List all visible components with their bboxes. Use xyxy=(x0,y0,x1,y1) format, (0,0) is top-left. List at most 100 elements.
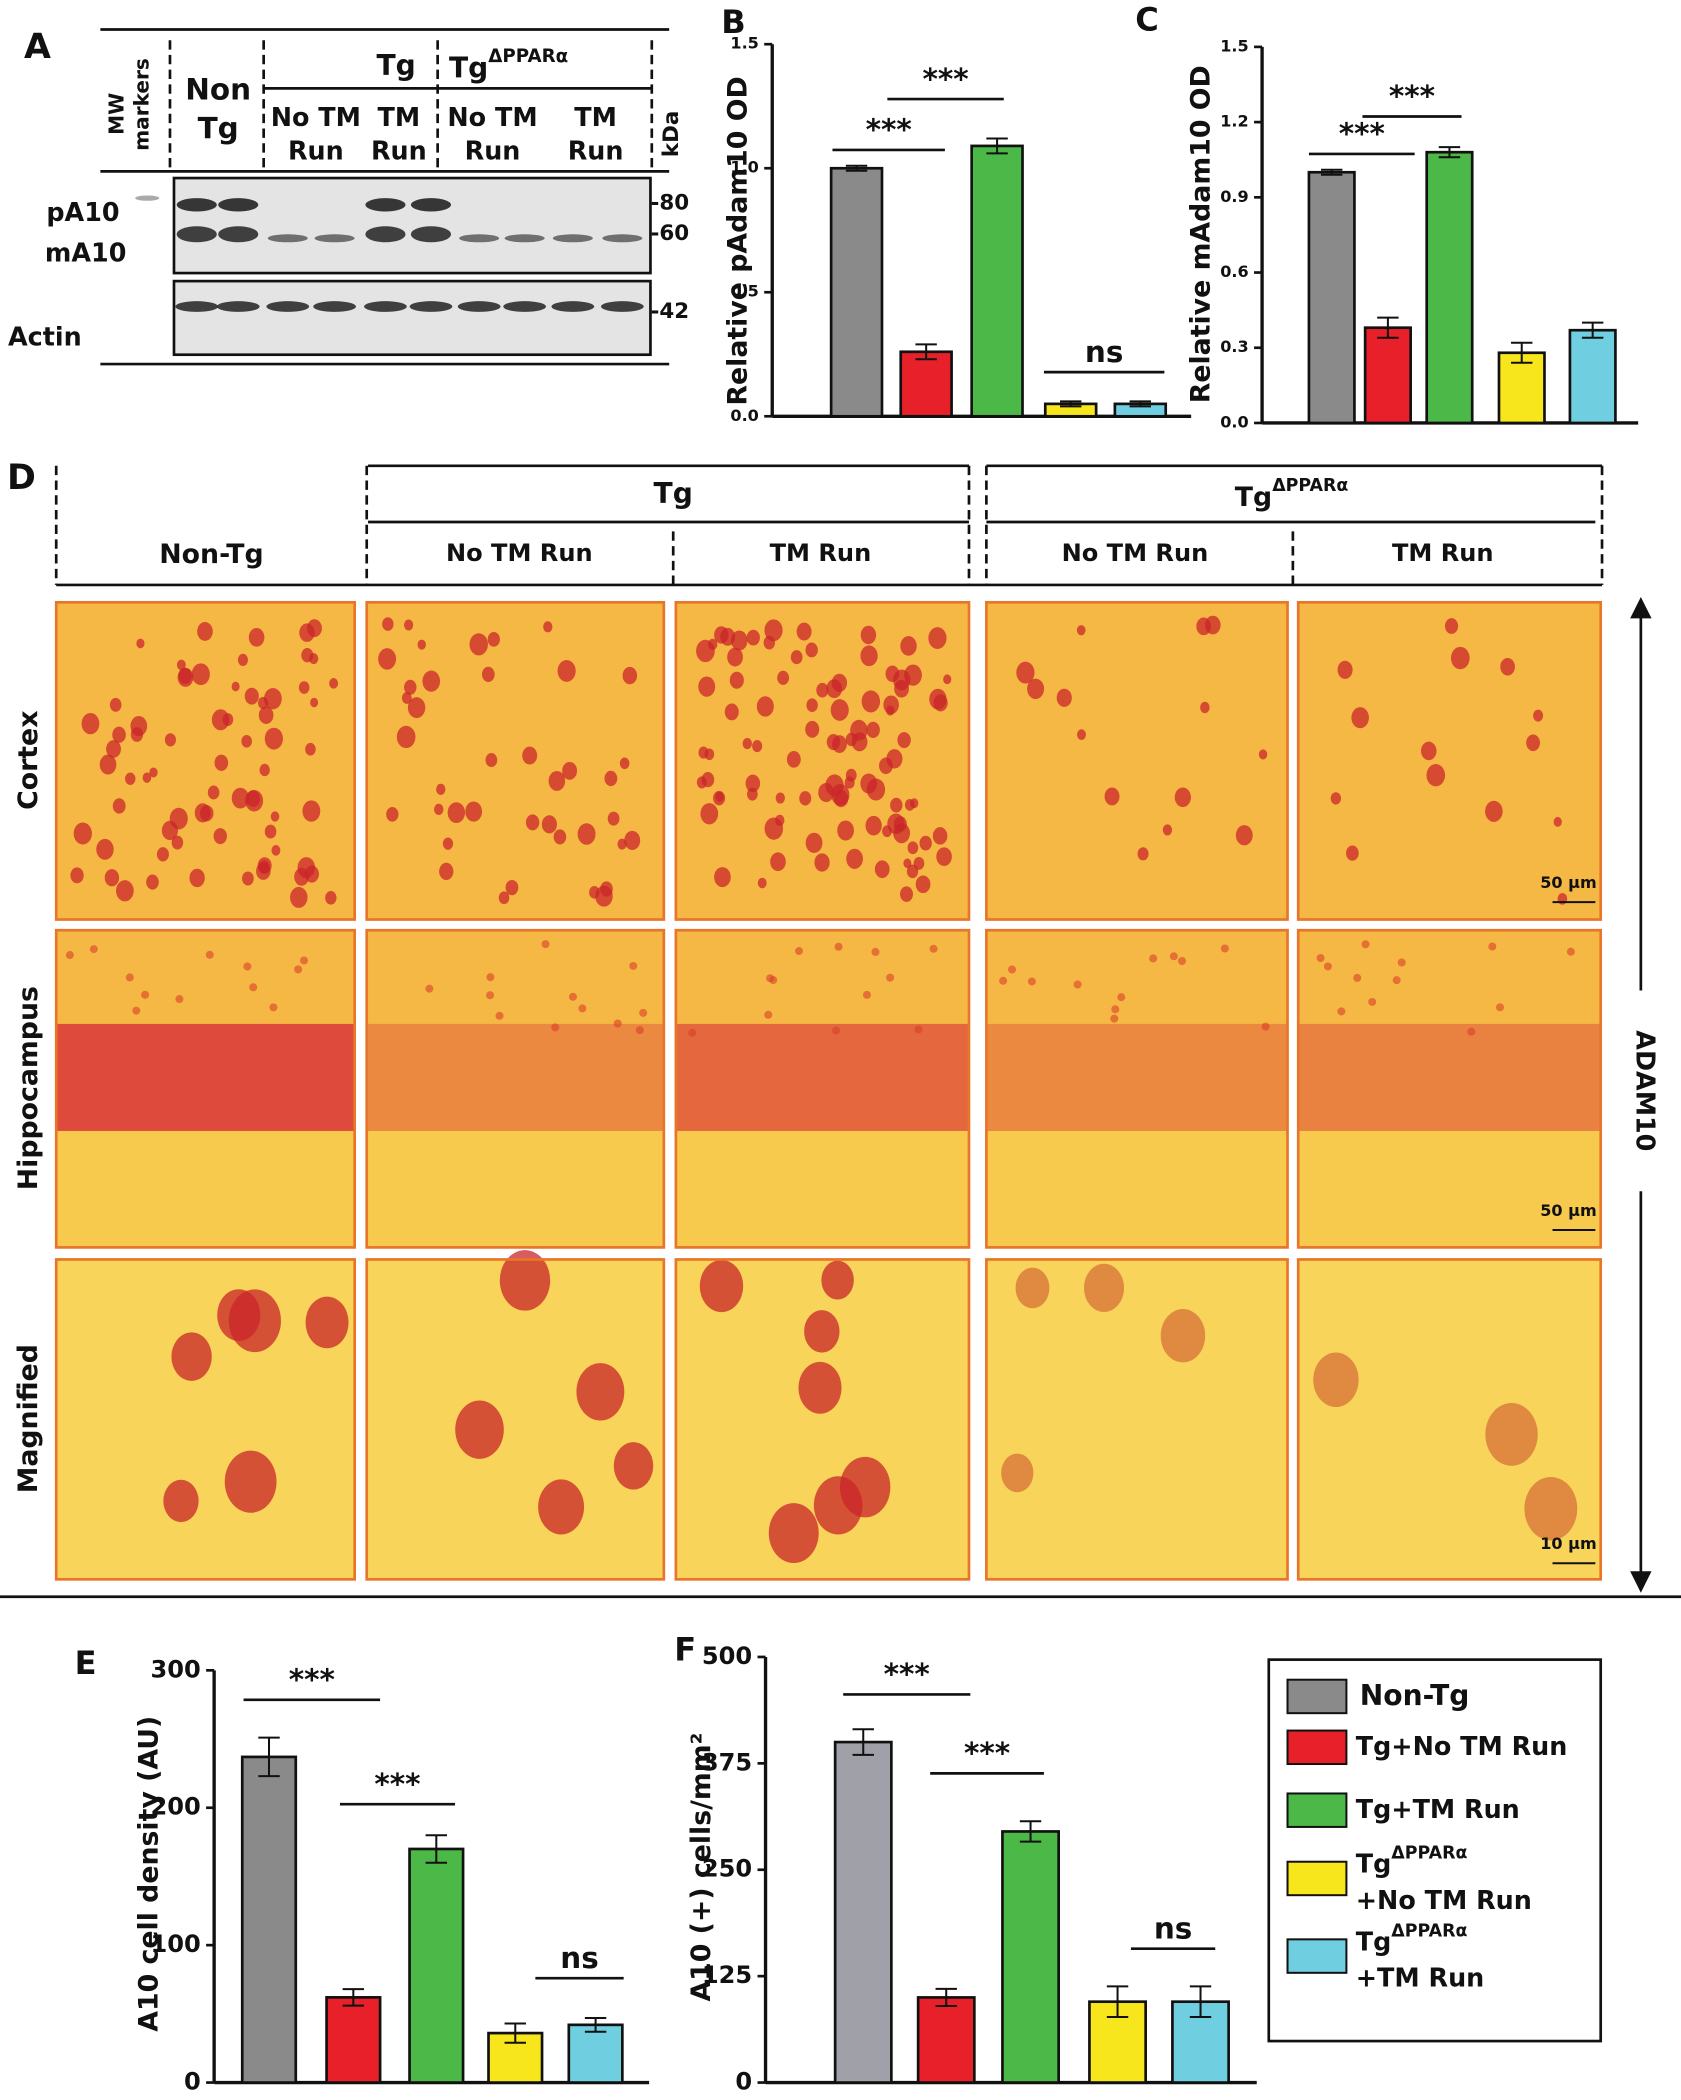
error-bar xyxy=(1129,400,1152,408)
cell xyxy=(271,845,281,856)
bar xyxy=(567,2023,624,2084)
cell xyxy=(769,976,778,985)
legend-swatch xyxy=(1286,1860,1348,1897)
cell xyxy=(541,940,550,949)
cell xyxy=(928,627,947,649)
cell xyxy=(1027,977,1036,986)
cell xyxy=(73,822,92,845)
band xyxy=(267,234,308,243)
cell xyxy=(96,838,114,860)
cell xyxy=(434,803,444,816)
micrograph-bg xyxy=(56,1259,355,1580)
y-tick-label: 375 xyxy=(702,1748,752,1776)
cell xyxy=(269,1003,278,1012)
micrograph xyxy=(54,928,357,1249)
micrograph-bg xyxy=(1298,602,1601,920)
column-label: TM Run xyxy=(1392,539,1494,567)
micrograph-border xyxy=(1296,928,1603,1249)
cell xyxy=(932,827,948,845)
marker-label: -80 xyxy=(650,190,689,215)
cell xyxy=(764,817,784,840)
cell xyxy=(568,992,577,1001)
micrograph-border xyxy=(674,600,971,921)
cell xyxy=(257,696,269,710)
row-label: Cortex xyxy=(13,711,44,810)
micrograph xyxy=(365,1250,666,1581)
cell xyxy=(865,815,882,836)
cell xyxy=(883,695,899,715)
axis-title: Relative mAdam10 OD xyxy=(1185,65,1216,403)
micrograph-border xyxy=(54,1258,357,1581)
cell xyxy=(505,879,519,896)
cell xyxy=(125,973,134,982)
marker-label: -60 xyxy=(650,221,689,246)
marker-label: -42 xyxy=(650,299,689,324)
cell xyxy=(175,995,184,1004)
significance-label: *** xyxy=(1339,117,1385,151)
cell xyxy=(943,674,952,685)
band xyxy=(365,198,406,212)
cell xyxy=(861,690,881,713)
band xyxy=(600,301,644,312)
text-base: Tg xyxy=(449,52,488,85)
micrograph-bg xyxy=(366,1259,664,1580)
lane-label: TM xyxy=(574,102,617,132)
band xyxy=(365,226,406,243)
error-bar xyxy=(425,1834,448,1864)
micrograph-border xyxy=(985,928,1289,1249)
legend-label: Tg+No TM Run xyxy=(1356,1731,1568,1761)
cell xyxy=(1162,824,1173,836)
cell xyxy=(639,1008,648,1017)
cell xyxy=(860,773,878,794)
superscript: ΔPPARα xyxy=(1272,476,1348,496)
cell xyxy=(799,791,812,806)
cell xyxy=(541,815,557,834)
cell xyxy=(495,1011,504,1020)
cell xyxy=(522,746,538,765)
cell xyxy=(871,947,880,956)
cell xyxy=(106,740,121,758)
cell xyxy=(386,806,399,822)
cell xyxy=(929,944,938,953)
cell xyxy=(548,770,566,791)
cell xyxy=(242,871,254,886)
micrograph xyxy=(674,928,971,1249)
cell xyxy=(191,663,210,686)
bar xyxy=(240,1755,298,2084)
cell xyxy=(486,991,495,1000)
arrow-head xyxy=(1630,596,1652,619)
cell xyxy=(834,942,843,951)
micrograph-border xyxy=(365,600,666,921)
cell xyxy=(562,761,578,780)
lower-layer xyxy=(675,1130,969,1248)
cell xyxy=(777,670,790,685)
cell xyxy=(635,1026,644,1035)
cell xyxy=(714,867,731,888)
cell xyxy=(806,698,818,713)
cell xyxy=(425,984,434,993)
cell xyxy=(816,682,829,698)
cell xyxy=(999,976,1008,985)
micrograph xyxy=(985,600,1289,921)
cell xyxy=(213,828,227,845)
cell xyxy=(629,961,638,970)
cell xyxy=(893,823,911,844)
cell xyxy=(619,757,630,770)
cell xyxy=(1205,615,1221,635)
cell xyxy=(1316,954,1325,963)
cell xyxy=(730,630,748,651)
band xyxy=(457,301,501,312)
legend-label: +TM Run xyxy=(1356,1963,1484,1993)
micrograph xyxy=(1296,600,1603,921)
cell xyxy=(763,635,776,650)
row-label: Magnified xyxy=(13,1344,44,1493)
cell xyxy=(860,645,878,667)
cell xyxy=(914,1025,923,1034)
cell xyxy=(132,1006,141,1015)
cell xyxy=(310,697,319,708)
micrograph xyxy=(365,928,666,1249)
legend-label: Non-Tg xyxy=(1360,1679,1470,1712)
cell xyxy=(1137,847,1149,861)
error-bar xyxy=(845,164,868,172)
cell xyxy=(1160,1309,1206,1363)
